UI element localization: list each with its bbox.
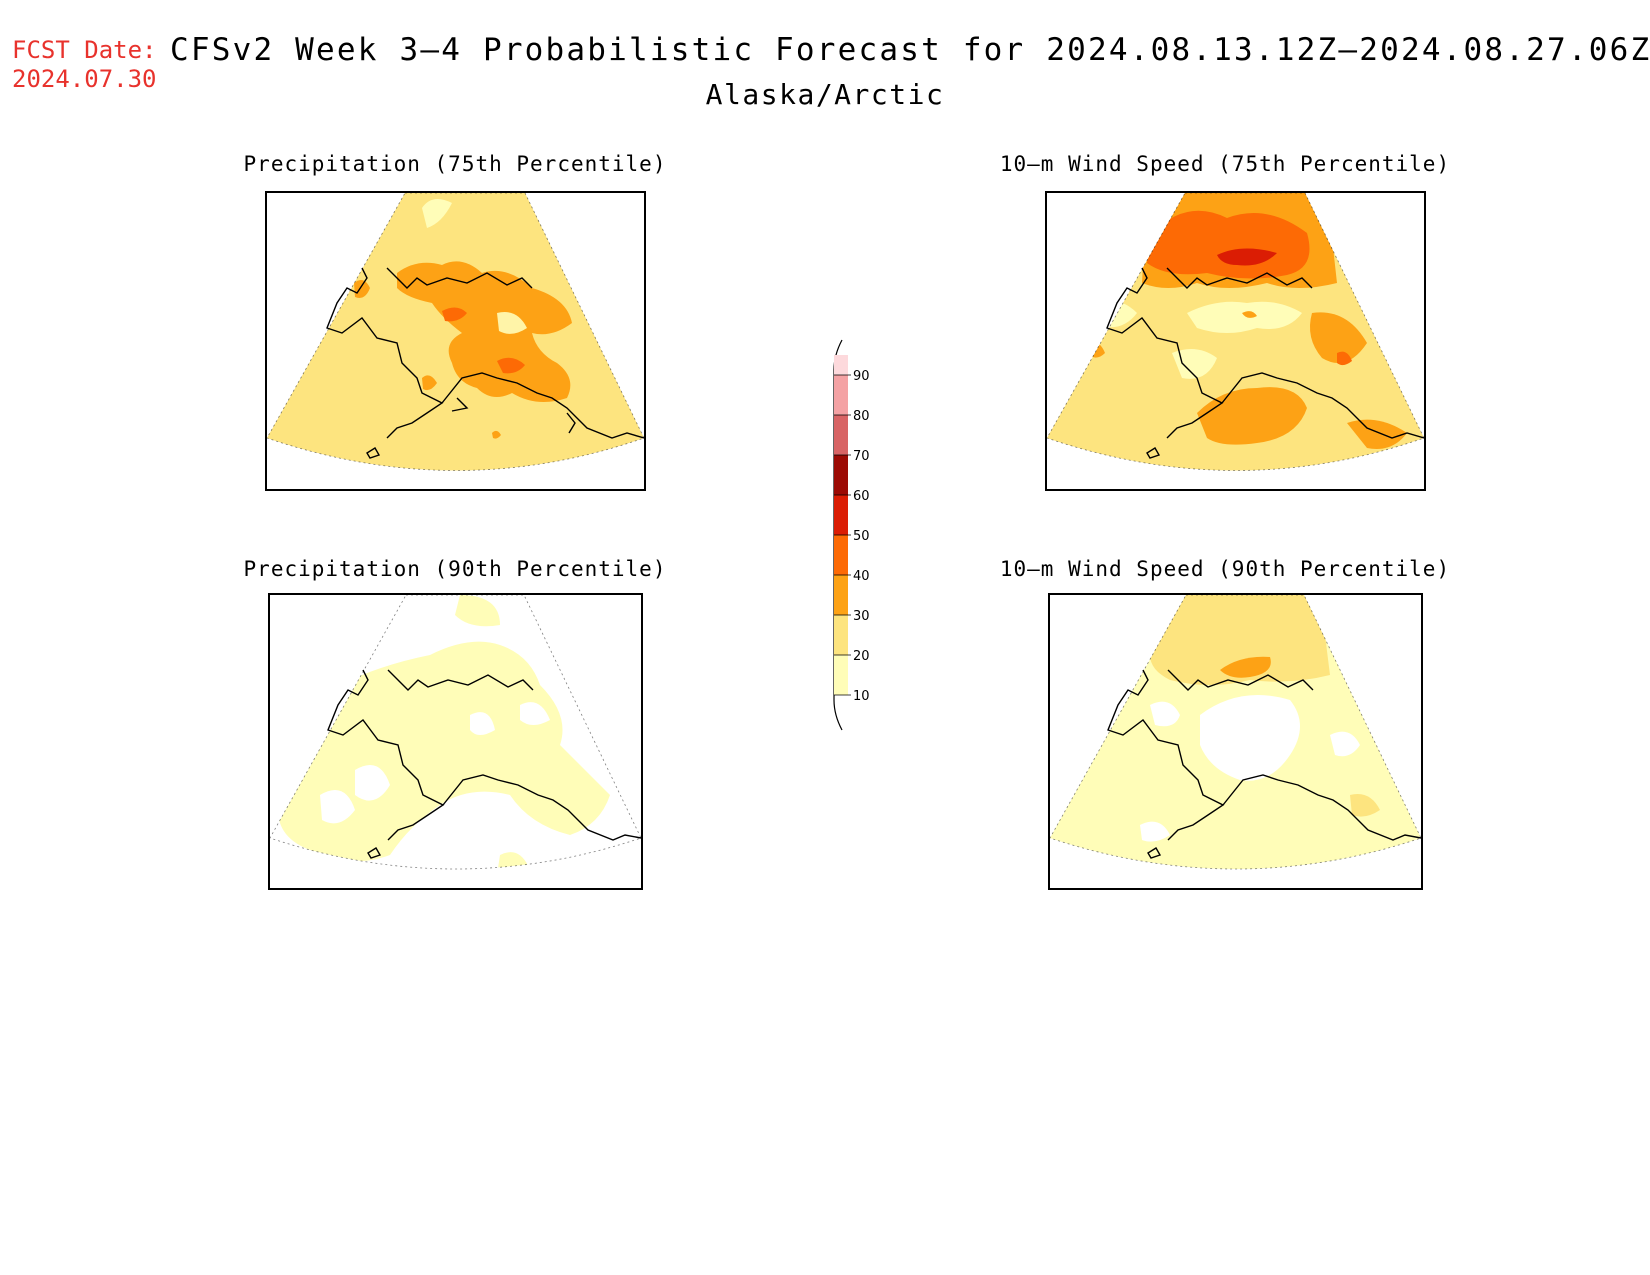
legend-label-20: 20 bbox=[853, 649, 870, 664]
legend-label-50: 50 bbox=[853, 529, 870, 544]
legend-swatch-70 bbox=[834, 455, 848, 495]
legend-label-30: 30 bbox=[853, 609, 870, 624]
map-precip-90th bbox=[268, 593, 643, 890]
main-title: CFSv2 Week 3–4 Probabilistic Forecast fo… bbox=[170, 32, 1650, 68]
forecast-date-value: 2024.07.30 bbox=[12, 65, 157, 93]
legend-swatch-20 bbox=[834, 655, 848, 695]
region-title: Alaska/Arctic bbox=[705, 78, 945, 111]
legend-label-70: 70 bbox=[853, 449, 870, 464]
legend-label-80: 80 bbox=[853, 409, 870, 424]
map-precip-75th bbox=[265, 191, 646, 491]
legend-swatch-80 bbox=[834, 415, 848, 455]
legend-label-40: 40 bbox=[853, 569, 870, 584]
legend-swatch-90 bbox=[834, 375, 848, 415]
panel-title-precip90: Precipitation (90th Percentile) bbox=[243, 557, 667, 581]
map-wind-75th bbox=[1045, 191, 1426, 491]
legend-label-10: 10 bbox=[853, 689, 870, 704]
panel-title-wind90: 10–m Wind Speed (90th Percentile) bbox=[999, 557, 1451, 581]
legend-label-90: 90 bbox=[853, 369, 870, 384]
color-legend: 90 80 70 60 50 40 30 20 10 bbox=[820, 335, 900, 735]
panel-title-precip75: Precipitation (75th Percentile) bbox=[243, 152, 667, 176]
legend-swatch-40 bbox=[834, 575, 848, 615]
legend-swatch-60 bbox=[834, 495, 848, 535]
legend-label-60: 60 bbox=[853, 489, 870, 504]
legend-swatch-cap bbox=[834, 355, 848, 375]
panel-title-wind75: 10–m Wind Speed (75th Percentile) bbox=[999, 152, 1451, 176]
map-wind-90th bbox=[1048, 593, 1423, 890]
forecast-date-block: FCST Date: 2024.07.30 bbox=[12, 36, 157, 94]
forecast-date-label: FCST Date: bbox=[12, 36, 157, 64]
legend-swatch-30 bbox=[834, 615, 848, 655]
legend-swatch-50 bbox=[834, 535, 848, 575]
